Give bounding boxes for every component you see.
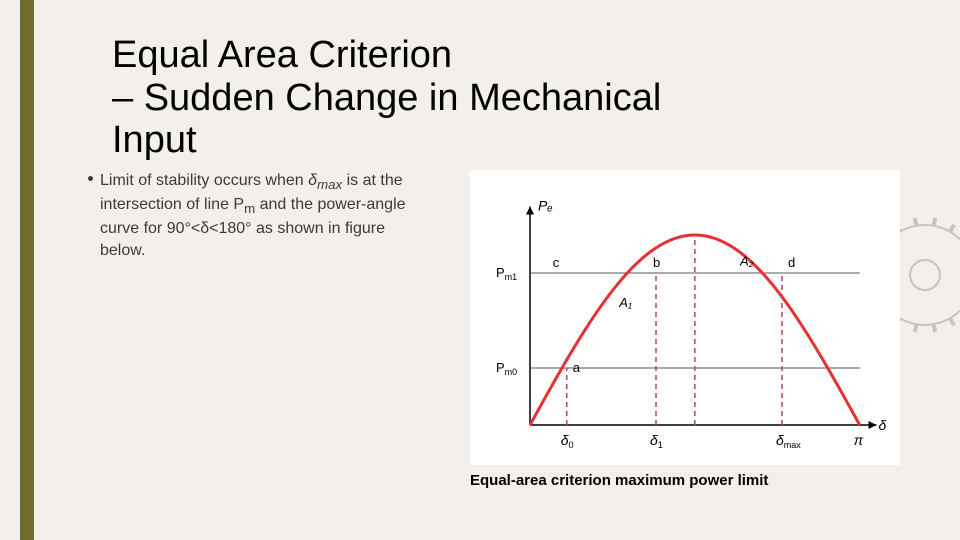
svg-text:A₁: A₁: [618, 295, 632, 310]
svg-text:δmax: δmax: [776, 432, 801, 450]
svg-text:Pm0: Pm0: [496, 360, 517, 377]
power-angle-chart: Pₑ δ Pm0 Pm1 δ0 δ1 δmax π a b c d A₁ A₂: [470, 170, 900, 465]
svg-text:δ0: δ0: [561, 432, 574, 450]
accent-bar: [20, 0, 34, 540]
slide-title: Equal Area Criterion – Sudden Change in …: [112, 34, 912, 162]
chart-caption: Equal-area criterion maximum power limit: [470, 472, 768, 489]
svg-text:Pm1: Pm1: [496, 265, 517, 282]
title-line-2: – Sudden Change in Mechanical: [112, 77, 661, 119]
bullet-dot: [88, 176, 93, 181]
svg-text:a: a: [573, 360, 581, 375]
title-line-1: Equal Area Criterion: [112, 34, 452, 76]
svg-text:c: c: [553, 255, 560, 270]
svg-text:π: π: [854, 432, 864, 448]
svg-text:A₂: A₂: [739, 253, 754, 268]
svg-text:δ: δ: [879, 417, 887, 433]
svg-text:Pₑ: Pₑ: [538, 198, 553, 214]
svg-text:b: b: [653, 255, 660, 270]
bullet-text-block: Limit of stability occurs when δmax is a…: [100, 170, 430, 262]
title-line-3: Input: [112, 119, 197, 161]
svg-text:δ1: δ1: [650, 432, 663, 450]
chart-svg: Pₑ δ Pm0 Pm1 δ0 δ1 δmax π a b c d A₁ A₂: [470, 170, 900, 465]
bullet-text: Limit of stability occurs when δmax is a…: [100, 172, 406, 259]
svg-text:d: d: [788, 255, 795, 270]
